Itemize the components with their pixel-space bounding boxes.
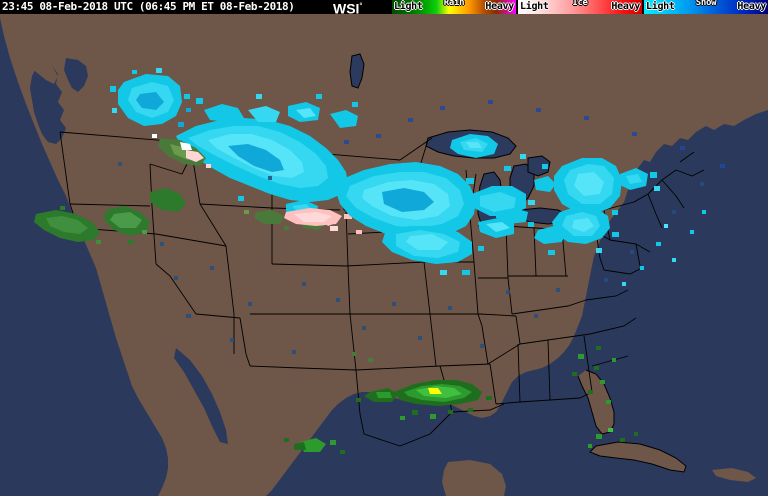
echo-caribbean-scattered [588,428,638,448]
registered-mark-icon: ° [359,3,363,10]
legend-ice-type-label: Ice [572,0,588,8]
legend-snow-type-label: Snow [695,0,717,8]
legend-group-ice[interactable]: Light Ice Heavy [518,0,642,14]
georgia-strait-water [64,58,88,92]
legend-rain-type-label: Rain [443,0,465,8]
echo-gulf-coast-rain [356,380,492,420]
echo-scattered-clutter [118,100,725,354]
legend-snow-light-label: Light [646,1,675,12]
vancouver-island [18,52,58,84]
precipitation-legend: Light Rain Heavy Light Ice Heavy Light S… [392,0,768,14]
wsi-logo: WSI° [333,0,362,17]
lake-winnipeg [349,53,365,89]
echo-northern-plains-snow [176,94,358,202]
timestamp-label: 23:45 08-Feb-2018 UTC (06:45 PM ET 08-Fe… [2,0,295,13]
echo-pacific-northwest-rain [34,188,186,244]
legend-gradient-rain [392,0,516,14]
hispaniola [712,468,756,482]
legend-group-snow[interactable]: Light Snow Heavy [644,0,768,14]
baja-california [146,340,202,458]
echo-southeast-scattered [572,346,616,404]
cuba [590,442,686,472]
yucatan-peninsula [442,460,506,496]
echo-nebraska-ice [284,208,362,234]
legend-gradient-snow [644,0,768,14]
echo-texas-scattered [284,352,373,454]
echo-montana-mixed [152,134,211,168]
gulf-of-california [174,348,228,444]
legend-group-rain[interactable]: Light Rain Heavy [392,0,516,14]
header-bar: 23:45 08-Feb-2018 UTC (06:45 PM ET 08-Fe… [0,0,768,17]
echo-atlantic-offshore [622,210,706,286]
legend-rain-heavy-label: Heavy [485,1,514,12]
legend-gradient-ice [518,0,642,14]
legend-rain-light-label: Light [394,1,423,12]
legend-ice-heavy-label: Heavy [611,1,640,12]
florida-peninsula [578,370,614,434]
echo-upper-midwest-snow [336,162,535,275]
echo-pennsylvania-snow [528,206,619,255]
georgian-bay [527,155,551,177]
radar-map-canvas[interactable] [0,14,768,496]
echo-ontario-newyork-snow [554,158,660,215]
echo-northwest-snow [110,68,191,126]
map-svg [0,14,768,496]
radar-echo-layer [34,68,725,454]
legend-snow-heavy-label: Heavy [737,1,766,12]
wsi-logo-text: WSI [333,0,360,17]
echo-great-lakes-snow [450,134,556,224]
puget-sound-water [30,62,66,144]
legend-ice-light-label: Light [520,1,549,12]
